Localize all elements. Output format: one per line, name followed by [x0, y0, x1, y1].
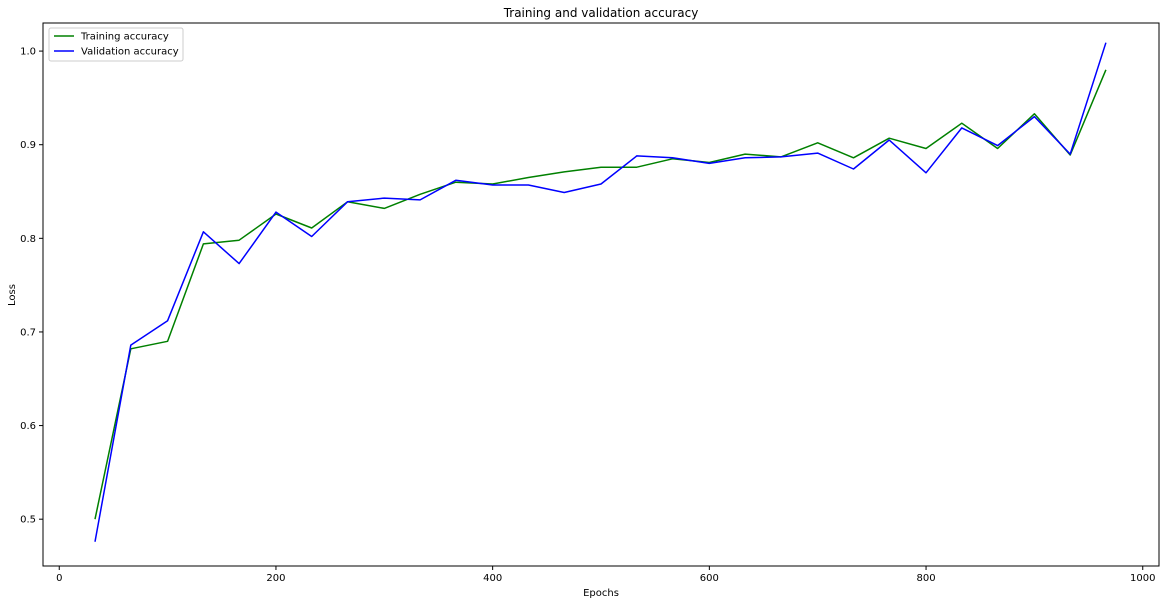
y-tick-label: 0.9 — [20, 140, 36, 151]
y-tick-label: 0.8 — [20, 234, 36, 245]
y-tick-label: 0.6 — [20, 421, 36, 432]
chart-title: Training and validation accuracy — [503, 6, 699, 20]
x-tick-label: 400 — [483, 573, 502, 584]
x-tick-label: 800 — [917, 573, 936, 584]
y-axis-label: Loss — [7, 284, 18, 306]
x-tick-label: 0 — [56, 573, 62, 584]
legend-label-training: Training accuracy — [80, 32, 169, 43]
x-axis-label: Epochs — [583, 588, 619, 599]
y-tick-label: 1.0 — [20, 47, 36, 58]
x-tick-label: 1000 — [1130, 573, 1155, 584]
legend-box — [48, 27, 184, 62]
y-axis: 0.5 0.6 0.7 0.8 0.9 1.0 — [20, 47, 43, 526]
series-line-validation — [94, 42, 1107, 542]
x-tick-label: 600 — [700, 573, 719, 584]
y-tick-label: 0.5 — [20, 515, 36, 526]
series-lines — [94, 42, 1107, 542]
plot-area-frame — [42, 22, 1160, 567]
x-axis: 0 200 400 600 800 1000 — [56, 566, 1155, 584]
legend-label-validation: Validation accuracy — [81, 47, 179, 58]
y-tick-label: 0.7 — [20, 327, 36, 338]
x-tick-label: 200 — [266, 573, 285, 584]
legend: Training accuracy Validation accuracy — [48, 27, 184, 62]
series-line-training — [94, 69, 1107, 520]
